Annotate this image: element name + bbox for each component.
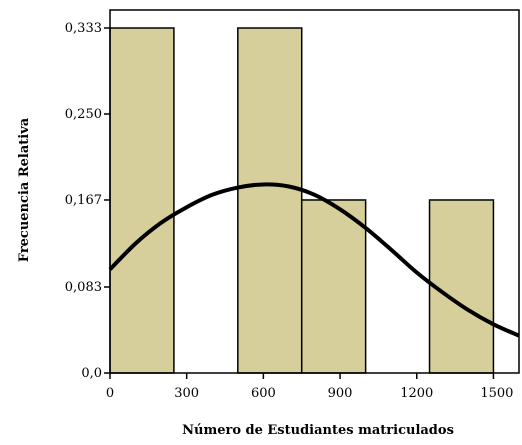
plot-frame bbox=[109, 9, 520, 374]
histogram-bar-5 bbox=[428, 199, 495, 374]
y-tick-label-4: 0,333 bbox=[65, 21, 102, 36]
x-tick-label-3: 900 bbox=[328, 386, 353, 401]
normal-curve bbox=[108, 182, 520, 338]
x-axis-ticks: 0 300 600 900 1200 1500 bbox=[106, 373, 513, 401]
y-tick-label-1: 0,083 bbox=[65, 280, 102, 295]
x-tick-label-5: 1500 bbox=[480, 386, 513, 401]
x-tick-label-0: 0 bbox=[106, 386, 114, 401]
x-tick-label-4: 1200 bbox=[400, 386, 433, 401]
x-tick-label-1: 300 bbox=[174, 386, 199, 401]
histogram-bar-0 bbox=[109, 27, 175, 374]
bars-group bbox=[109, 27, 495, 374]
histogram-bar-2 bbox=[237, 27, 303, 374]
y-tick-label-2: 0,167 bbox=[65, 193, 102, 208]
y-axis-ticks: 0,0 0,083 0,167 0,250 0,333 bbox=[65, 21, 110, 381]
y-tick-label-3: 0,250 bbox=[65, 107, 102, 122]
histogram-bar-3 bbox=[300, 199, 367, 374]
y-axis-title: Frecuencia Relativa bbox=[17, 117, 32, 262]
y-tick-label-0: 0,0 bbox=[81, 366, 102, 381]
x-axis-title: Número de Estudiantes matriculados bbox=[182, 423, 454, 438]
x-tick-label-2: 600 bbox=[251, 386, 276, 401]
